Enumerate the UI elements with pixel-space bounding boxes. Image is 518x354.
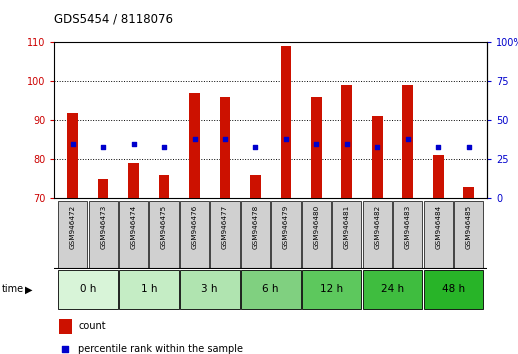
FancyBboxPatch shape: [301, 270, 362, 309]
FancyBboxPatch shape: [393, 201, 422, 268]
FancyBboxPatch shape: [363, 270, 422, 309]
Point: [373, 144, 381, 150]
Point: [404, 136, 412, 142]
Text: GSM946475: GSM946475: [161, 205, 167, 249]
Text: 48 h: 48 h: [442, 284, 465, 295]
Text: GSM946481: GSM946481: [344, 205, 350, 249]
Point: [312, 141, 321, 147]
Text: time: time: [2, 284, 24, 295]
Text: GSM946472: GSM946472: [69, 205, 76, 249]
FancyBboxPatch shape: [58, 270, 118, 309]
Text: 12 h: 12 h: [320, 284, 343, 295]
FancyBboxPatch shape: [149, 201, 179, 268]
Point: [434, 144, 442, 150]
Point: [190, 136, 198, 142]
Bar: [433, 155, 443, 198]
Point: [130, 141, 138, 147]
FancyBboxPatch shape: [89, 201, 118, 268]
Text: 24 h: 24 h: [381, 284, 404, 295]
Point: [221, 136, 229, 142]
Text: 0 h: 0 h: [80, 284, 96, 295]
FancyBboxPatch shape: [301, 201, 331, 268]
FancyBboxPatch shape: [119, 201, 148, 268]
Bar: [220, 97, 231, 198]
Text: percentile rank within the sample: percentile rank within the sample: [78, 344, 243, 354]
Text: GSM946480: GSM946480: [313, 205, 319, 249]
Point: [343, 141, 351, 147]
Text: GSM946483: GSM946483: [405, 205, 411, 249]
Point: [251, 144, 260, 150]
FancyBboxPatch shape: [119, 270, 179, 309]
Text: ▶: ▶: [25, 284, 32, 295]
Text: GSM946477: GSM946477: [222, 205, 228, 249]
Bar: [311, 97, 322, 198]
Bar: [341, 85, 352, 198]
Text: GSM946482: GSM946482: [375, 205, 380, 249]
Bar: [281, 46, 291, 198]
FancyBboxPatch shape: [332, 201, 362, 268]
Text: GDS5454 / 8118076: GDS5454 / 8118076: [54, 12, 174, 25]
Text: GSM946474: GSM946474: [131, 205, 137, 249]
FancyBboxPatch shape: [180, 270, 240, 309]
Bar: [128, 163, 139, 198]
Bar: [159, 175, 169, 198]
Point: [282, 136, 290, 142]
Text: 6 h: 6 h: [263, 284, 279, 295]
Point: [68, 141, 77, 147]
Point: [99, 144, 107, 150]
Bar: [67, 113, 78, 198]
Point: [61, 346, 69, 352]
Text: count: count: [78, 321, 106, 331]
Text: GSM946479: GSM946479: [283, 205, 289, 249]
FancyBboxPatch shape: [241, 270, 300, 309]
FancyBboxPatch shape: [424, 270, 483, 309]
FancyBboxPatch shape: [271, 201, 300, 268]
Bar: [372, 116, 383, 198]
Bar: [59, 319, 71, 333]
FancyBboxPatch shape: [454, 201, 483, 268]
Text: GSM946476: GSM946476: [192, 205, 197, 249]
Text: GSM946485: GSM946485: [466, 205, 472, 249]
Bar: [250, 175, 261, 198]
FancyBboxPatch shape: [424, 201, 453, 268]
Text: GSM946478: GSM946478: [252, 205, 258, 249]
Bar: [402, 85, 413, 198]
Point: [465, 144, 473, 150]
FancyBboxPatch shape: [180, 201, 209, 268]
FancyBboxPatch shape: [210, 201, 240, 268]
Text: 3 h: 3 h: [202, 284, 218, 295]
Bar: [463, 187, 474, 198]
Text: GSM946484: GSM946484: [435, 205, 441, 249]
FancyBboxPatch shape: [241, 201, 270, 268]
Text: GSM946473: GSM946473: [100, 205, 106, 249]
Point: [160, 144, 168, 150]
Bar: [98, 179, 108, 198]
FancyBboxPatch shape: [363, 201, 392, 268]
Text: 1 h: 1 h: [140, 284, 157, 295]
Bar: [189, 93, 200, 198]
FancyBboxPatch shape: [58, 201, 88, 268]
